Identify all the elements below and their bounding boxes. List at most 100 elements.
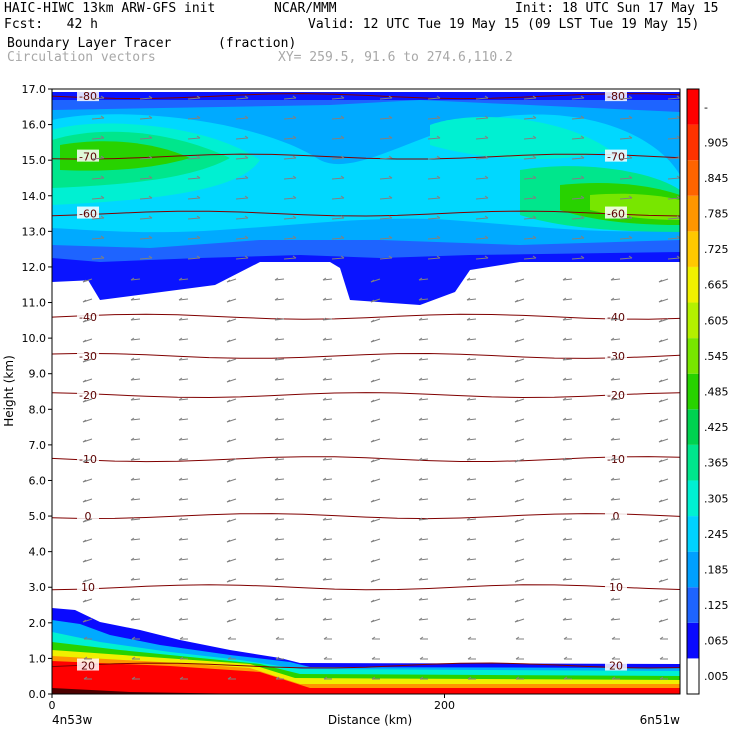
vector-arrow	[322, 418, 333, 421]
vector-arrowhead	[292, 155, 297, 159]
vector-arrow	[274, 558, 285, 561]
vector-arrowhead	[100, 95, 105, 99]
vector-arrow	[466, 438, 477, 441]
vector-arrow	[610, 618, 621, 621]
vector-arrowhead	[244, 255, 249, 259]
vector-arrowhead	[418, 377, 423, 381]
vector-arrowhead	[274, 277, 279, 281]
x-axis: 0 200	[49, 694, 455, 712]
vector-arrowhead	[322, 317, 327, 321]
vector-arrowhead	[563, 656, 568, 660]
colorbar-swatch	[687, 373, 699, 410]
vector-arrow	[322, 318, 333, 321]
vector-arrow	[139, 137, 153, 140]
vector-arrowhead	[611, 656, 616, 660]
vector-arrowhead	[178, 397, 183, 401]
vector-arrow	[466, 578, 477, 581]
vector-arrowhead	[370, 579, 375, 583]
vector-arrowhead	[227, 636, 232, 640]
vector-arrow	[139, 97, 153, 100]
vector-arrowhead	[322, 517, 327, 521]
vector-arrow	[427, 157, 441, 160]
vector-arrow	[379, 257, 393, 260]
vector-arrow	[562, 498, 573, 501]
vector-arrowhead	[178, 537, 183, 541]
vector-arrow	[610, 598, 621, 601]
vector-arrowhead	[466, 457, 471, 461]
vector-arrow	[178, 478, 189, 481]
vector-arrowhead	[370, 419, 375, 423]
vector-arrow	[283, 137, 297, 140]
vector-arrowhead	[419, 676, 424, 680]
vector-arrow	[322, 438, 333, 441]
vector-arrowhead	[178, 337, 183, 341]
vector-arrow	[562, 598, 573, 601]
vector-arrowhead	[340, 115, 345, 119]
isotherm-label-bg	[77, 452, 99, 465]
vector-arrowhead	[322, 417, 327, 421]
vector-arrow	[91, 97, 105, 100]
vector-arrowhead	[484, 235, 489, 239]
vector-arrow	[667, 257, 680, 260]
vector-arrow	[667, 217, 680, 220]
vector-arrowhead	[148, 255, 153, 259]
vector-arrowhead	[274, 517, 279, 521]
vector-arrow	[331, 217, 345, 220]
y-tick-label: 14.0	[22, 190, 47, 203]
vector-arrow	[178, 438, 189, 441]
vector-arrowhead	[130, 577, 135, 581]
vector-arrow	[562, 418, 573, 421]
colorbar-swatch	[687, 266, 699, 303]
vector-arrowhead	[227, 676, 232, 680]
isotherm-label-bg	[605, 388, 627, 401]
vector-arrowhead	[275, 636, 280, 640]
vector-arrowhead	[467, 636, 472, 640]
vector-arrowhead	[340, 135, 345, 139]
vector-arrowhead	[515, 656, 520, 660]
vector-arrowhead	[658, 519, 663, 523]
vector-arrow	[322, 558, 333, 561]
vector-arrow	[571, 157, 585, 160]
vector-arrow	[562, 518, 573, 521]
vector-arrow	[274, 338, 285, 341]
isotherm-label: -60	[607, 208, 625, 221]
vector-arrowhead	[130, 517, 135, 521]
vector-arrowhead	[82, 539, 87, 543]
vector-arrowhead	[322, 497, 327, 501]
vector-arrowhead	[322, 537, 327, 541]
vector-arrow	[283, 117, 297, 120]
vector-arrowhead	[274, 377, 279, 381]
vector-arrow	[130, 418, 141, 421]
vector-arrow	[331, 157, 345, 160]
vector-arrowhead	[130, 457, 135, 461]
vector-arrowhead	[658, 599, 663, 603]
vector-arrowhead	[370, 519, 375, 523]
temperature-isotherms: -80 -80-70 -70-60 -60-40 -40-30 -30-20 -20-10-…	[52, 89, 680, 673]
vector-arrowhead	[514, 519, 519, 523]
vector-arrow	[235, 97, 249, 100]
vector-arrowhead	[659, 636, 664, 640]
vector-arrow	[322, 298, 333, 301]
vector-arrowhead	[340, 175, 345, 179]
vector-arrowhead	[292, 215, 297, 219]
vector-arrow	[274, 398, 285, 401]
vector-arrow	[418, 578, 429, 581]
cross-section-coords: XY= 259.5, 91.6 to 274.6,110.2	[278, 50, 513, 65]
vector-arrowhead	[418, 557, 423, 561]
vector-arrowhead	[196, 135, 201, 139]
y-axis-title: Height (km)	[2, 355, 16, 426]
vector-arrow	[523, 157, 537, 160]
vector-arrow	[322, 598, 333, 601]
vector-arrowhead	[484, 115, 489, 119]
vector-arrowhead	[658, 399, 663, 403]
vector-arrowhead	[196, 255, 201, 259]
colorbar-label: .905	[704, 136, 729, 149]
vector-arrow	[178, 278, 189, 281]
vector-arrowhead	[610, 437, 615, 441]
vector-arrow	[667, 197, 680, 200]
vector-arrowhead	[292, 255, 297, 259]
vector-arrow	[235, 237, 249, 240]
vector-arrow	[331, 257, 345, 260]
vector-arrow	[466, 518, 477, 521]
